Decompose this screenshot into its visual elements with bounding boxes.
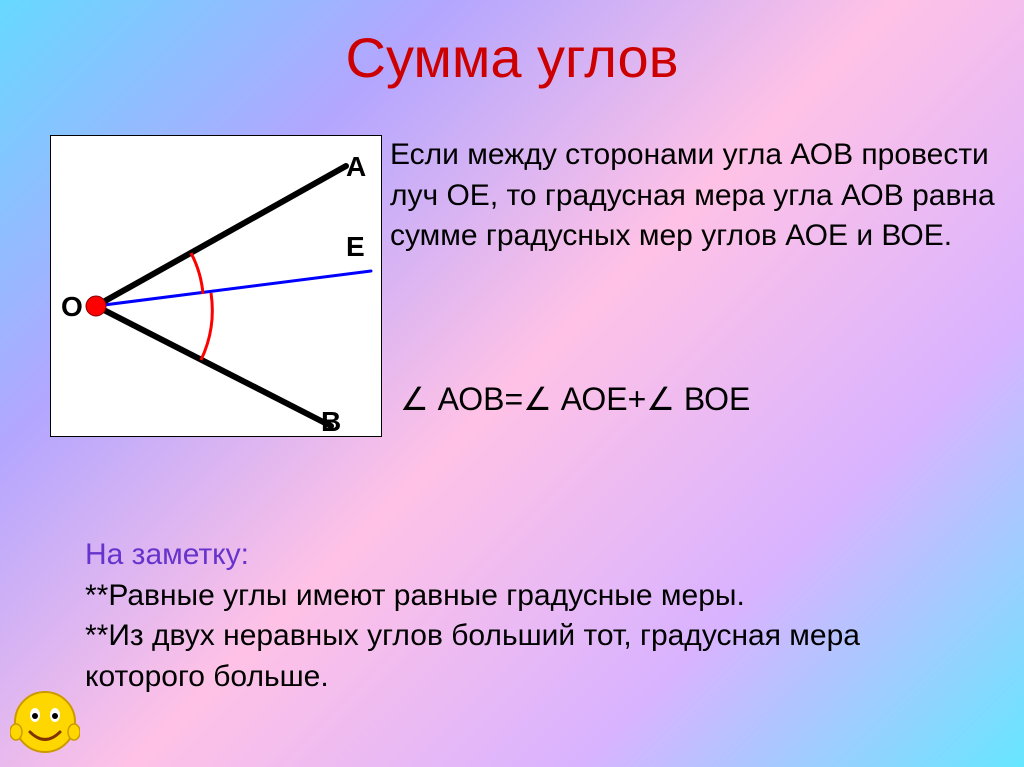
slide: Сумма углов О А Е В Если между сторонами… — [0, 0, 1024, 767]
formula: ∠ АОВ=∠ АОЕ+∠ ВОЕ — [400, 380, 750, 418]
ray-ob — [96, 306, 331, 426]
ray-oe — [96, 271, 371, 306]
vertex-point — [86, 296, 106, 316]
slide-title: Сумма углов — [0, 25, 1024, 90]
label-b: В — [321, 406, 341, 436]
ray-oa — [96, 166, 346, 306]
arc-aoe — [191, 253, 203, 294]
arc-eob — [201, 293, 212, 360]
note-line-2: **Из двух неравных углов больший тот, гр… — [85, 616, 985, 697]
body-text: Если между сторонами угла АОВ провести л… — [390, 135, 1000, 257]
angle-diagram: О А Е В — [50, 135, 382, 437]
note-line-1: **Равные углы имеют равные градусные мер… — [85, 576, 985, 617]
label-o: О — [61, 291, 83, 322]
note-block: На заметку: **Равные углы имеют равные г… — [85, 535, 985, 697]
note-heading: На заметку: — [85, 535, 985, 576]
label-e: Е — [346, 231, 365, 262]
smiley-icon — [10, 687, 80, 757]
label-a: А — [346, 151, 366, 182]
